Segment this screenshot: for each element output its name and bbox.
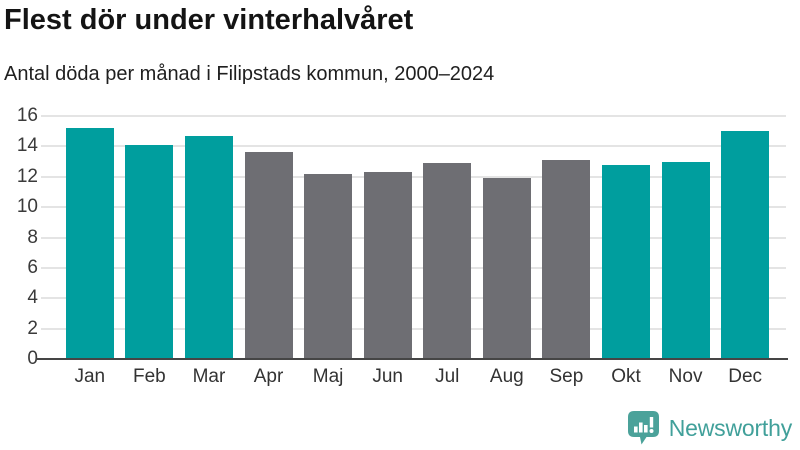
x-tick-label-dec: Dec (728, 366, 763, 387)
y-tick-label-16: 16 (16, 105, 38, 126)
x-tick-label-jan: Jan (74, 366, 106, 387)
bar-maj (304, 173, 353, 359)
footer-brand: Newsworthy (627, 410, 792, 446)
bar-slot-nov (656, 116, 716, 359)
bar-feb (125, 144, 174, 359)
bar-apr (244, 152, 293, 359)
x-axis-line (36, 358, 788, 360)
bar-slot-apr (239, 116, 299, 359)
x-tick-label-feb: Feb (132, 366, 166, 387)
y-tick-label-0: 0 (27, 348, 38, 369)
gridline-6 (41, 266, 786, 269)
bar-jun (363, 172, 412, 359)
x-tick-label-nov: Nov (668, 366, 703, 387)
y-tick-label-10: 10 (16, 196, 38, 218)
bar-aug (482, 178, 531, 359)
bar-slot-feb (120, 116, 180, 359)
bar-nov (661, 161, 710, 359)
bar-jul (423, 163, 472, 359)
bar-slot-aug (477, 116, 537, 359)
bar-slot-jan (60, 116, 120, 359)
newsworthy-bar-chart-bubble-icon (627, 410, 660, 446)
y-tick-label-8: 8 (27, 226, 38, 248)
gridline-2 (41, 327, 786, 330)
y-tick-label-4: 4 (27, 287, 38, 309)
chart-title: Flest dör under vinterhalvåret (4, 4, 414, 36)
bar-mar (184, 135, 233, 359)
gridline-10 (41, 206, 786, 209)
x-tick-label-okt: Okt (611, 366, 641, 387)
gridline-8 (41, 236, 786, 239)
x-tick-label-maj: Maj (312, 366, 344, 387)
bar-slot-sep (537, 116, 597, 359)
y-tick-label-12: 12 (16, 165, 38, 187)
bar-slot-maj (298, 116, 358, 359)
bar-slot-okt (596, 116, 656, 359)
bar-dec (721, 131, 770, 359)
x-tick-label-sep: Sep (549, 366, 584, 387)
bar-slot-jul (417, 116, 477, 359)
bar-slot-jun (358, 116, 418, 359)
newsworthy-wordmark: Newsworthy (668, 414, 792, 441)
bar-sep (542, 160, 591, 359)
x-tick-label-mar: Mar (192, 366, 226, 387)
y-tick-label-2: 2 (27, 317, 38, 339)
x-tick-label-aug: Aug (489, 366, 524, 387)
gridline-14 (41, 145, 786, 148)
bar-slot-dec (715, 116, 775, 359)
y-axis: 0 2 4 6 8 10 12 14 16 (0, 105, 38, 369)
y-tick-label-6: 6 (27, 256, 38, 278)
chart-subtitle: Antal döda per månad i Filipstads kommun… (4, 63, 495, 85)
plot-area (36, 115, 788, 360)
bar-okt (601, 164, 650, 359)
y-tick-label-14: 14 (16, 135, 38, 157)
gridline-4 (41, 297, 786, 300)
x-tick-label-apr: Apr (253, 366, 284, 387)
x-tick-label-jul: Jul (435, 366, 460, 387)
bar-jan (65, 128, 114, 359)
gridline-12 (41, 175, 786, 178)
x-axis-labels: Jan Feb Mar Apr Maj Jun Jul Aug Sep Okt Nov Dec (60, 366, 775, 388)
x-tick-label-jun: Jun (372, 366, 403, 387)
bar-slot-mar (179, 116, 239, 359)
gridline-16 (41, 115, 786, 117)
bars (60, 116, 775, 359)
